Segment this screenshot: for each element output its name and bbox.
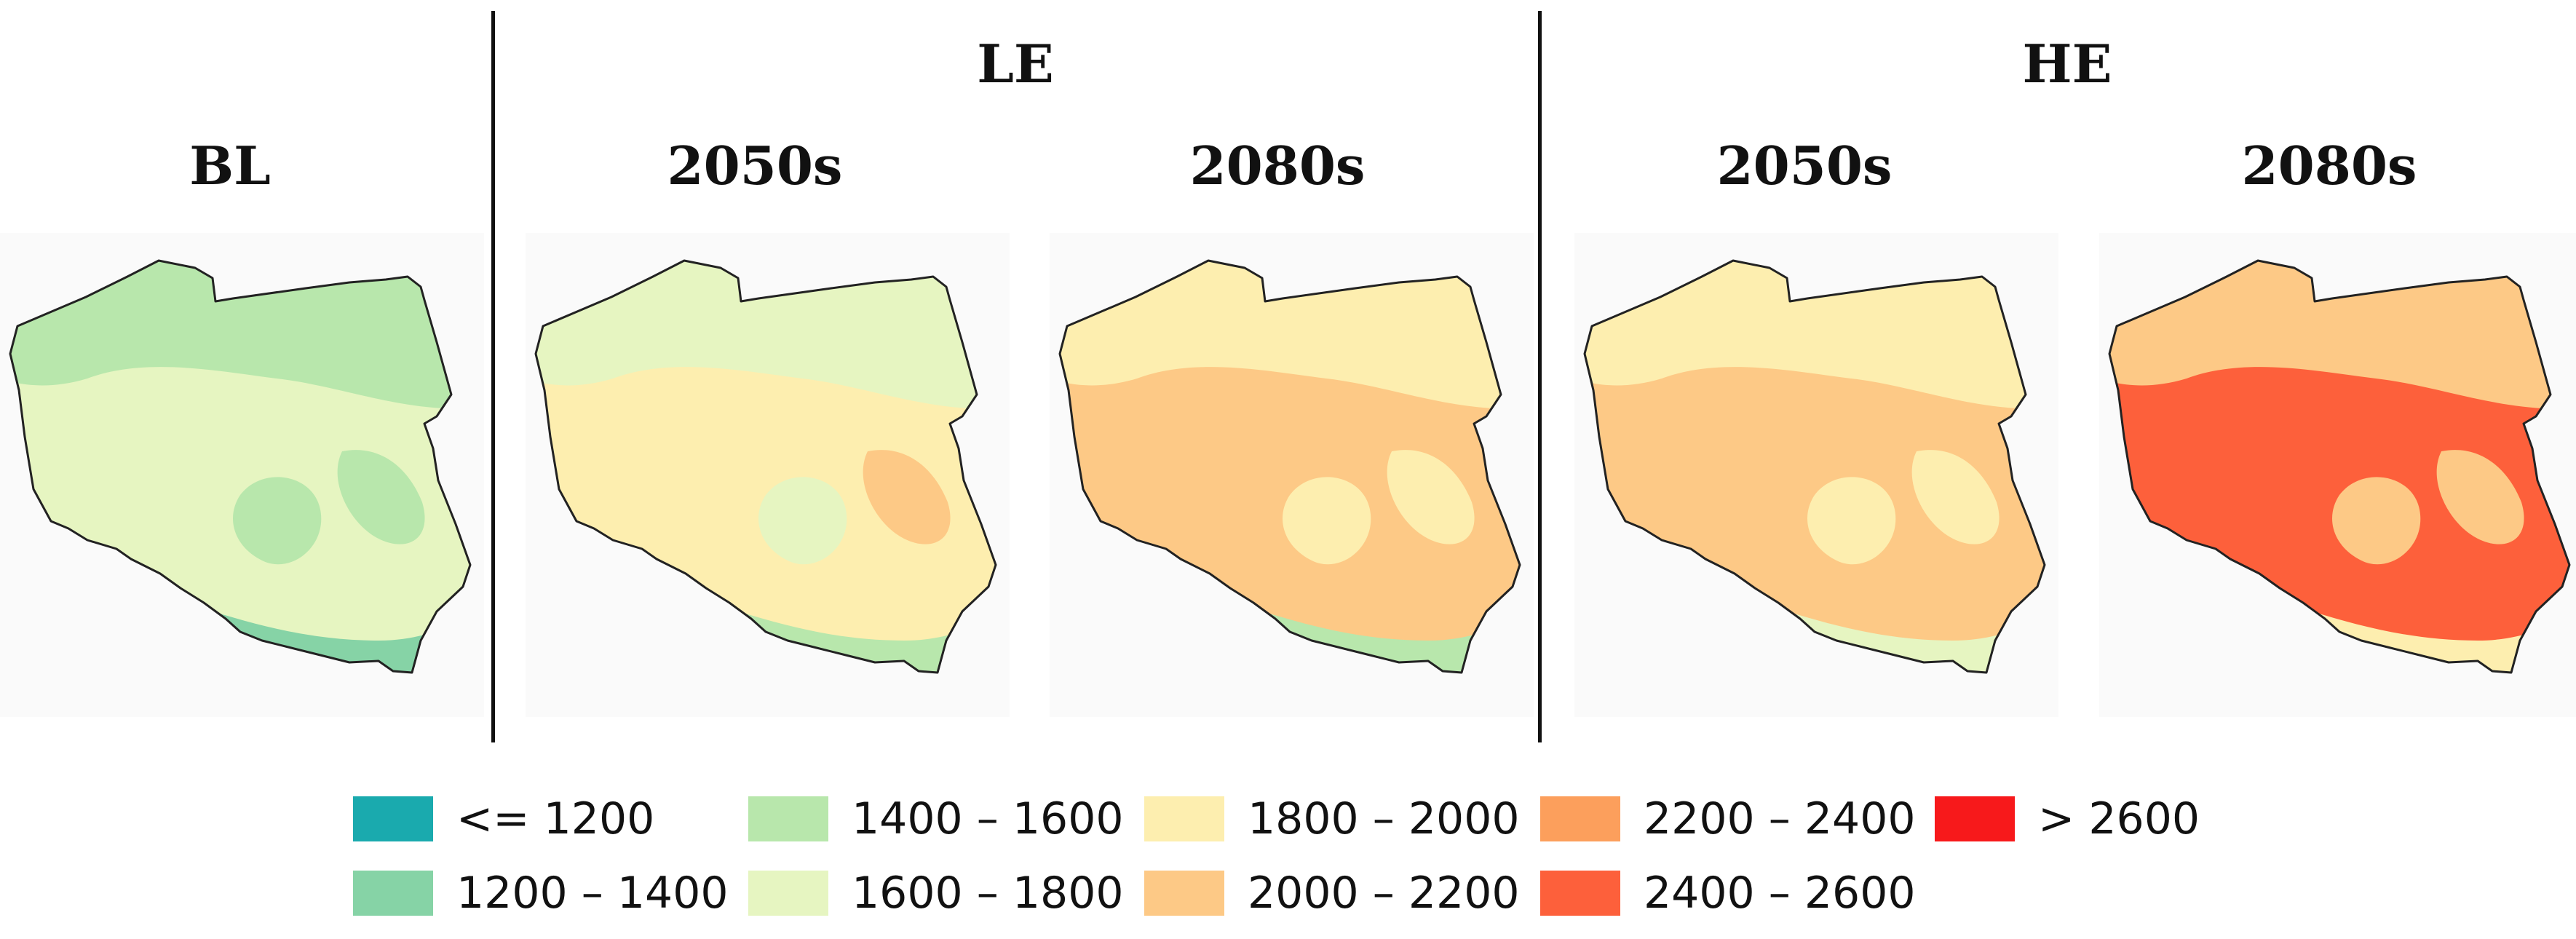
legend-swatch	[1144, 871, 1224, 916]
legend-item-gt-2600: > 2600	[1935, 793, 2200, 844]
legend-label: 1800 – 2000	[1248, 793, 1520, 844]
header-he-2080s: 2080s	[2241, 135, 2417, 197]
map-le-2080s	[1050, 233, 1534, 717]
map-east-region	[1911, 450, 2000, 544]
legend-label: <= 1200	[456, 793, 655, 844]
legend-label: 2000 – 2200	[1248, 868, 1520, 919]
map-central-region	[1807, 477, 1896, 565]
legend-label: 1400 – 1600	[852, 793, 1124, 844]
country-outline	[1583, 259, 2046, 674]
map-east-region	[863, 450, 951, 544]
country-outline	[1058, 259, 1521, 674]
legend-item-2400-2600: 2400 – 2600	[1540, 868, 1916, 919]
country-outline	[2108, 259, 2571, 674]
legend-swatch	[1540, 871, 1620, 916]
legend-swatch	[1540, 796, 1620, 841]
map-central-region	[2332, 477, 2421, 565]
legend-label: 2200 – 2400	[1644, 793, 1916, 844]
map-bl	[0, 233, 484, 717]
legend-swatch	[748, 871, 828, 916]
legend-label: 1600 – 1800	[852, 868, 1124, 919]
separator-line-bl-le	[491, 11, 495, 742]
country-outline	[534, 259, 997, 674]
header-le-2050s: 2050s	[667, 135, 843, 197]
legend-swatch	[353, 796, 433, 841]
legend-label: 1200 – 1400	[456, 868, 729, 919]
header-he: HE	[2022, 33, 2112, 95]
legend-item-le-1200: <= 1200	[353, 793, 654, 844]
map-he-2080s	[2099, 233, 2576, 717]
map-east-region	[337, 450, 425, 544]
legend-swatch	[353, 871, 433, 916]
map-le-2050s	[526, 233, 1010, 717]
legend-label: 2400 – 2600	[1644, 868, 1916, 919]
separator-line-le-he	[1538, 11, 1542, 742]
legend-item-1600-1800: 1600 – 1800	[748, 868, 1124, 919]
legend-label: > 2600	[2038, 793, 2200, 844]
map-central-region	[1283, 477, 1371, 565]
legend-swatch	[1144, 796, 1224, 841]
legend-item-1800-2000: 1800 – 2000	[1144, 793, 1520, 844]
legend-swatch	[748, 796, 828, 841]
header-le-2080s: 2080s	[1189, 135, 1366, 197]
map-east-region	[1387, 450, 1475, 544]
country-outline	[9, 259, 472, 674]
map-east-region	[2436, 450, 2524, 544]
map-central-region	[758, 477, 847, 565]
legend-item-1200-1400: 1200 – 1400	[353, 868, 729, 919]
legend-item-2000-2200: 2000 – 2200	[1144, 868, 1520, 919]
header-bl: BL	[189, 135, 271, 197]
map-central-region	[233, 477, 322, 565]
header-he-2050s: 2050s	[1716, 135, 1893, 197]
legend-item-2200-2400: 2200 – 2400	[1540, 793, 1916, 844]
map-he-2050s	[1574, 233, 2058, 717]
legend-item-1400-1600: 1400 – 1600	[748, 793, 1124, 844]
legend-swatch	[1935, 796, 2015, 841]
header-le: LE	[977, 33, 1054, 95]
